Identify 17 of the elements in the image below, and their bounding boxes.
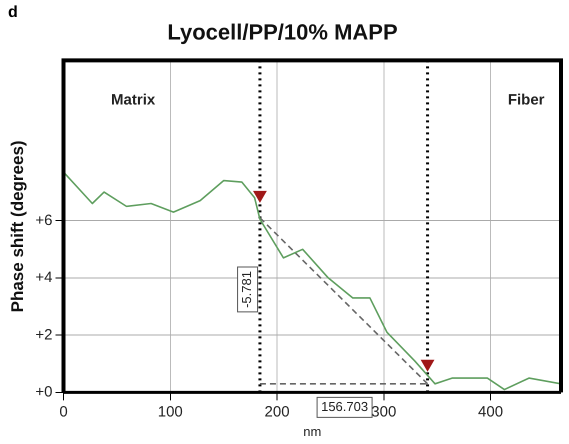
y-tick-label: +4 bbox=[35, 269, 52, 286]
x-tick-label: 200 bbox=[264, 404, 290, 421]
x-axis-title: nm bbox=[303, 424, 322, 439]
text: d bbox=[8, 4, 18, 22]
x-tick-label: 300 bbox=[371, 404, 396, 421]
y-tick-label: +2 bbox=[35, 326, 52, 344]
x-tick-label: 0 bbox=[59, 404, 68, 421]
annotation: Fiber bbox=[508, 91, 545, 108]
chart-title: Lyocell/PP/10% MAPP bbox=[167, 19, 398, 44]
x-tick-label: 100 bbox=[158, 404, 183, 421]
x-tick-label: 400 bbox=[478, 404, 504, 421]
text: 156.703 bbox=[321, 398, 368, 414]
y-tick-label: +6 bbox=[35, 212, 52, 229]
y-axis-title: Phase shift (degrees) bbox=[8, 140, 27, 312]
annotation: Matrix bbox=[111, 91, 156, 108]
y-tick-label: +0 bbox=[35, 384, 52, 401]
annotation: -5.781 bbox=[239, 271, 254, 308]
